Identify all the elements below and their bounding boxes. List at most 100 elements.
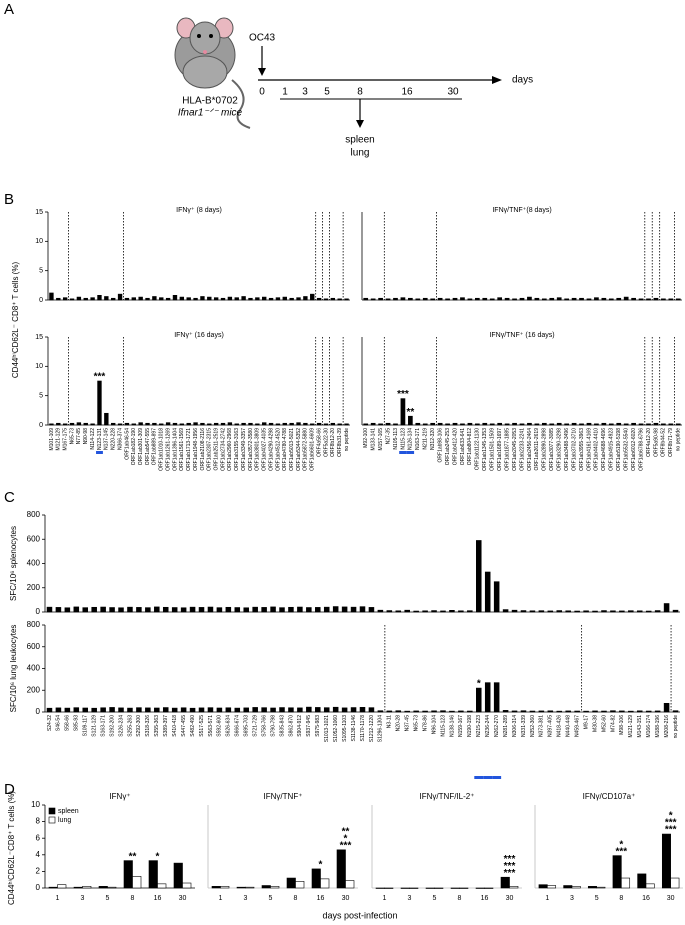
bar [458,610,464,613]
bar [145,607,151,613]
bar [541,422,547,426]
bar [97,295,102,301]
bar [268,297,274,301]
bar [363,297,369,301]
significance: ** [406,407,414,418]
x-tick-label: M133-141 [370,428,376,451]
bar [227,296,233,301]
bar [145,297,150,301]
bar [571,297,577,301]
x-tick-label: ORF1ab2456-2464 [527,428,533,471]
x-tick-label: 5 [433,895,437,902]
highlight [96,451,103,454]
bar [440,610,446,613]
timepoint: 5 [324,87,330,98]
bar [100,606,106,613]
bar [117,423,123,426]
timepoint: 3 [302,87,308,98]
significance: *** [397,389,409,400]
bar [288,707,294,713]
bar [413,710,419,713]
bar [393,297,398,301]
bar [583,710,589,713]
bar [262,296,267,301]
x-tick-label: S937-945 [306,715,312,737]
x-tick-label: M208-216 [664,715,670,738]
bar [541,298,547,301]
bar [431,610,437,613]
bar [73,707,80,713]
bar [583,610,589,613]
timepoint: 0 [259,87,265,98]
bar [200,296,205,301]
bar [359,707,366,713]
bar [82,886,92,889]
x-tick-label: ORF1ab1501-1509 [490,428,496,471]
timepoint: 8 [357,87,363,98]
y-tick-label: 0 [36,607,41,616]
x-tick-label: 8 [131,895,135,902]
bar [76,422,82,426]
x-tick-label: ORF1ab6601-6609 [310,428,316,471]
y-tick-label: 15 [35,334,43,341]
x-tick-label: ORF1ab804-812 [467,428,473,465]
bar [261,885,271,889]
bar [395,610,402,613]
bar [571,422,577,426]
bar [359,606,366,613]
x-tick-label: ORF1ab6012-6020 [631,428,637,471]
bar [445,423,450,426]
bar [529,610,536,613]
bar [315,707,321,713]
x-tick-label: ORF5a90-98 [653,428,659,457]
bar [225,707,232,713]
x-tick-label: 3 [408,895,412,902]
bar [262,422,267,426]
x-tick-label: 8 [294,895,298,902]
x-tick-label: S447-455 [181,715,187,737]
x-tick-label: ORF1ab1948-1956 [193,428,199,471]
x-tick-label: 16 [154,895,162,902]
legend-label: lung [58,817,71,824]
bar [111,297,116,301]
bar [162,707,169,713]
x-tick-label: 8 [458,895,462,902]
chart-title: IFNγ/TNF⁺ [264,792,303,801]
mouse-label: Ifnar1⁻ᐟ⁻ mice [178,108,243,119]
x-tick-label: ORF4a12-20 [646,428,652,457]
bar [344,298,349,301]
highlight [406,451,415,454]
x-tick-label: N366-374 [117,428,123,450]
x-tick-label: S192-200 [109,715,115,737]
bar [663,702,670,713]
x-tick-label: ORF1ab1877-1885 [504,428,510,471]
bar [118,607,124,613]
x-tick-label: ORF1ab5013-5021 [289,428,295,471]
bar [345,880,355,889]
bar [422,297,428,301]
bar [636,610,643,613]
y-tick-label: 600 [27,534,41,543]
bar [337,423,342,426]
y-tick-label: 10 [35,238,43,245]
mouse-icon [174,17,251,129]
x-tick-label: S517-525 [199,715,205,737]
y-tick-label: 200 [27,583,41,592]
x-tick-label: ORF1ab1561-1569 [179,428,185,471]
arrowhead [258,68,266,76]
bar [610,710,616,713]
bar [608,423,614,426]
bar [83,297,88,301]
bar [534,423,540,426]
bar [179,296,185,301]
x-tick-label: no peptide [344,428,350,452]
y-tick-label: 10 [31,800,40,809]
bar [616,297,622,301]
bar [661,298,666,301]
y-axis-label: CD44ʰⁱCD62L⁻CD8⁺ T cells (%) [7,791,16,905]
bar [628,710,634,713]
bar [449,610,455,613]
bar [400,297,406,301]
bar [255,297,260,301]
x-tick-label: S109-117 [83,715,89,737]
